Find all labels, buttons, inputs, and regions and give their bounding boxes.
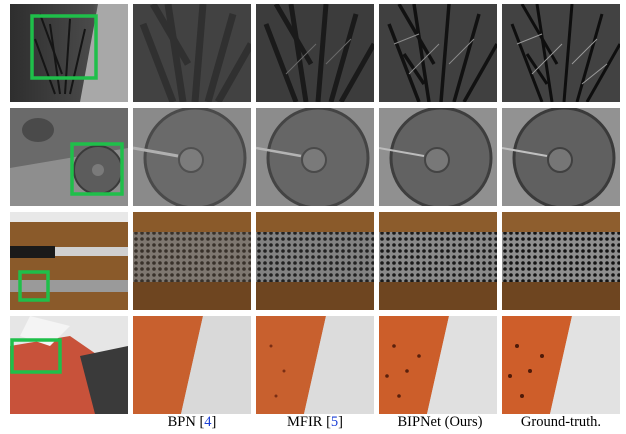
row4-bipnet-crop (379, 316, 497, 414)
row4-overview-shoe (10, 316, 128, 414)
row2-bipnet-crop (379, 108, 497, 206)
row3-groundtruth-crop (502, 212, 620, 310)
comparison-figure (10, 4, 622, 414)
row1-overview-plant (10, 4, 128, 102)
caption-mfir: MFIR [5] (286, 414, 344, 430)
row2-mfir-crop (256, 108, 374, 206)
caption-bpn: BPN [4] (167, 414, 217, 430)
row3-bipnet-crop (379, 212, 497, 310)
row1-groundtruth-crop (502, 4, 620, 102)
row3-mfir-crop (256, 212, 374, 310)
row4-bpn-crop (133, 316, 251, 414)
row3-bpn-crop (133, 212, 251, 310)
citation-link[interactable]: 4 (204, 414, 212, 430)
caption-groundtruth: Ground-truth. (520, 414, 602, 430)
row2-bpn-crop (133, 108, 251, 206)
caption-bipnet: BIPNet (Ours) (397, 414, 483, 430)
row2-overview-coin (10, 108, 128, 206)
row4-groundtruth-crop (502, 316, 620, 414)
row4-mfir-crop (256, 316, 374, 414)
citation-link[interactable]: 5 (330, 414, 339, 430)
row1-bipnet-crop (379, 4, 497, 102)
row1-mfir-crop (256, 4, 374, 102)
row1-bpn-crop (133, 4, 251, 102)
row3-overview-knife (10, 212, 128, 310)
row2-groundtruth-crop (502, 108, 620, 206)
